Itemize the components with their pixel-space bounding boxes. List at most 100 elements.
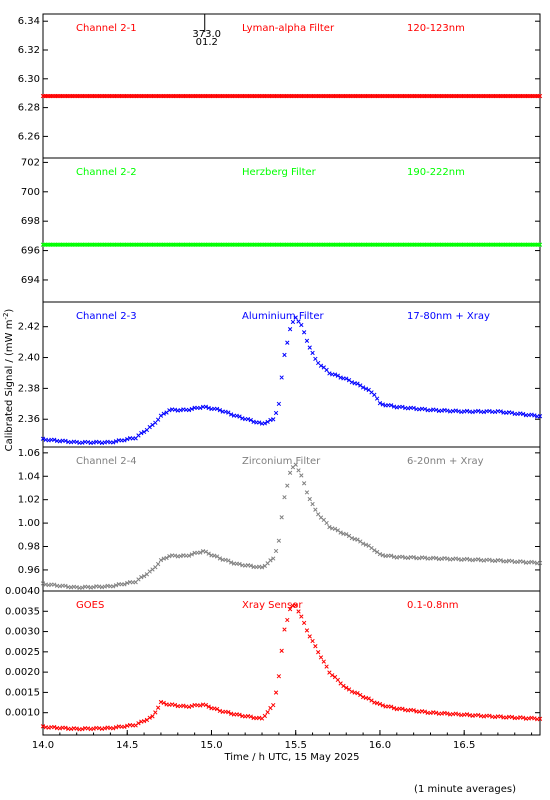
data-point — [396, 242, 401, 247]
data-point — [431, 242, 437, 247]
data-point — [307, 93, 312, 99]
data-point — [436, 242, 442, 247]
data-point — [168, 93, 174, 99]
data-point — [355, 93, 361, 99]
data-point — [180, 93, 185, 99]
data-point — [113, 439, 119, 444]
data-point — [354, 93, 359, 99]
data-point — [207, 93, 212, 99]
data-point — [443, 242, 448, 247]
data-point — [532, 413, 537, 418]
data-point — [108, 242, 113, 247]
data-point — [299, 614, 304, 619]
data-point — [59, 93, 64, 99]
data-point — [510, 93, 516, 99]
data-point — [212, 93, 217, 99]
data-point — [52, 242, 57, 247]
data-point — [487, 557, 492, 562]
data-point — [364, 93, 369, 99]
data-point — [509, 93, 514, 99]
y-tick-label: 0.0030 — [5, 627, 40, 638]
data-point — [122, 724, 127, 730]
panel-band-label: 6-20nm + Xray — [407, 456, 484, 467]
data-point — [399, 242, 405, 247]
data-point — [248, 714, 253, 719]
data-point — [138, 93, 143, 99]
data-point — [515, 93, 521, 99]
data-point — [283, 93, 288, 99]
data-point — [380, 402, 385, 407]
data-point — [82, 242, 88, 247]
data-point — [281, 93, 287, 99]
data-point — [507, 93, 512, 99]
data-point — [155, 561, 161, 567]
data-point — [527, 242, 533, 247]
data-point — [512, 93, 517, 99]
data-point — [232, 242, 238, 247]
data-point — [268, 242, 273, 247]
data-point — [475, 93, 480, 99]
data-point — [195, 242, 201, 247]
data-point — [411, 405, 416, 411]
data-point — [153, 93, 159, 99]
data-point — [256, 242, 261, 247]
data-point — [198, 550, 203, 555]
data-point — [478, 93, 484, 99]
data-point — [80, 585, 85, 590]
data-point — [519, 242, 524, 247]
data-point — [47, 93, 52, 99]
data-point — [268, 93, 273, 99]
data-point — [296, 242, 302, 247]
data-point — [379, 93, 384, 99]
data-point — [404, 93, 410, 99]
data-point — [74, 439, 79, 445]
data-point — [380, 703, 385, 708]
data-point — [227, 93, 233, 99]
data-point — [317, 93, 322, 99]
data-point — [262, 421, 267, 426]
data-point — [67, 93, 73, 99]
data-point — [445, 408, 450, 413]
data-point — [340, 93, 346, 99]
data-point — [253, 242, 258, 247]
data-point — [377, 93, 383, 99]
data-point — [470, 242, 475, 247]
data-point — [192, 93, 197, 99]
data-point — [517, 242, 522, 247]
y-tick-label: 694 — [21, 275, 40, 286]
data-point — [143, 93, 148, 99]
data-point — [126, 93, 132, 99]
data-point — [64, 242, 69, 247]
data-point — [190, 93, 196, 99]
data-point — [202, 93, 207, 99]
data-point — [113, 93, 118, 99]
data-point — [426, 242, 431, 247]
data-point — [236, 93, 241, 99]
data-point — [324, 520, 329, 526]
data-point — [88, 242, 93, 247]
data-point — [310, 93, 315, 99]
data-point — [71, 93, 76, 99]
data-point — [44, 93, 49, 99]
data-point — [40, 93, 46, 99]
data-point — [315, 242, 320, 247]
data-point — [400, 706, 405, 711]
y-tick-label: 700 — [21, 187, 40, 198]
data-point — [337, 93, 342, 99]
data-point — [64, 93, 69, 99]
data-point — [282, 352, 287, 358]
data-point — [114, 242, 120, 247]
data-point — [280, 242, 285, 247]
data-point — [537, 242, 543, 247]
data-point — [532, 93, 538, 99]
data-point — [282, 495, 287, 500]
data-point — [111, 440, 116, 445]
data-point — [341, 683, 346, 689]
data-point — [184, 242, 189, 247]
data-point — [357, 242, 362, 247]
data-point — [305, 242, 310, 247]
data-point — [167, 408, 172, 413]
data-point — [221, 242, 226, 247]
data-point — [332, 242, 337, 247]
panel-channel-label: Channel 2-2 — [76, 167, 137, 178]
